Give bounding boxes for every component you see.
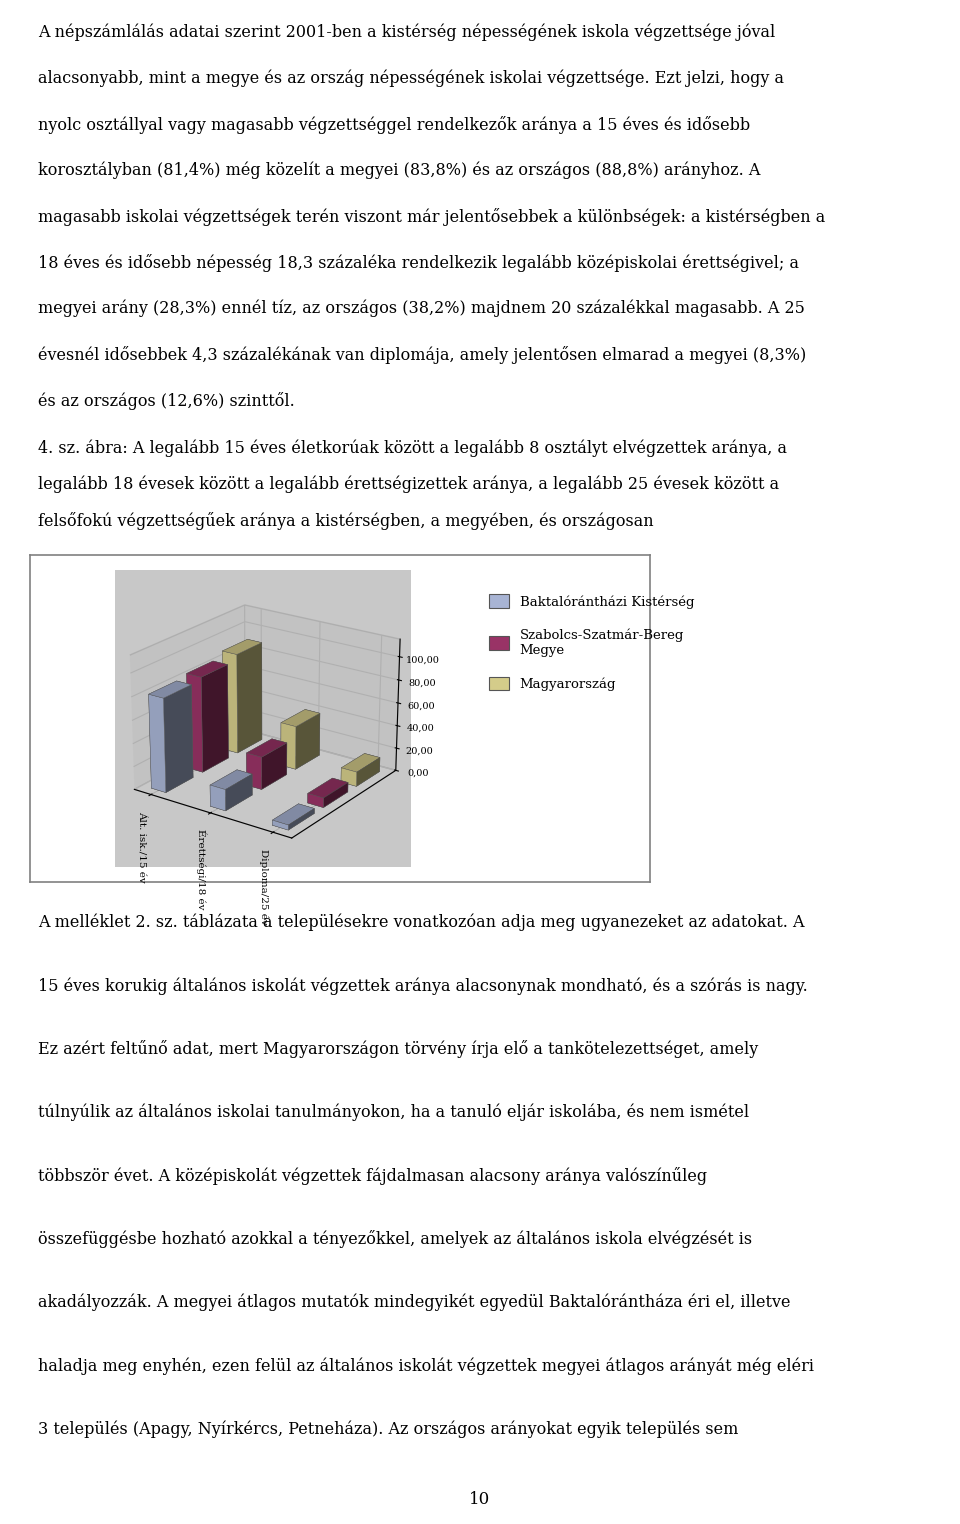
Text: magasabb iskolai végzettségek terén viszont már jelentősebbek a különbségek: a k: magasabb iskolai végzettségek terén visz… xyxy=(38,207,826,226)
Text: túlnyúlik az általános iskolai tanulmányokon, ha a tanuló eljár iskolába, és nem: túlnyúlik az általános iskolai tanulmány… xyxy=(38,1103,750,1122)
Text: 3 település (Apagy, Nyírkércs, Petneháza). Az országos arányokat egyik település: 3 település (Apagy, Nyírkércs, Petneháza… xyxy=(38,1420,739,1437)
Text: 18 éves és idősebb népesség 18,3 százaléka rendelkezik legalább középiskolai ére: 18 éves és idősebb népesség 18,3 százalé… xyxy=(38,255,800,271)
Text: és az országos (12,6%) szinttől.: és az országos (12,6%) szinttől. xyxy=(38,392,295,410)
Text: felsőfokú végzettségűek aránya a kistérségben, a megyében, és országosan: felsőfokú végzettségűek aránya a kistérs… xyxy=(38,512,654,530)
Text: alacsonyabb, mint a megye és az ország népességének iskolai végzettsége. Ezt jel: alacsonyabb, mint a megye és az ország n… xyxy=(38,70,784,87)
Text: akadályozzák. A megyei átlagos mutatók mindegyikét egyedül Baktalórántháza éri e: akadályozzák. A megyei átlagos mutatók m… xyxy=(38,1294,791,1311)
Text: A melléklet 2. sz. táblázata a településekre vonatkozóan adja meg ugyanezeket az: A melléklet 2. sz. táblázata a település… xyxy=(38,914,804,931)
Text: haladja meg enyhén, ezen felül az általános iskolát végzettek megyei átlagos ará: haladja meg enyhén, ezen felül az általá… xyxy=(38,1356,814,1375)
Text: korosztályban (81,4%) még közelít a megyei (83,8%) és az országos (88,8%) arányh: korosztályban (81,4%) még közelít a megy… xyxy=(38,162,760,180)
Text: többször évet. A középiskolát végzettek fájdalmasan alacsony aránya valószínűleg: többször évet. A középiskolát végzettek … xyxy=(38,1167,708,1186)
Text: évesnél idősebbek 4,3 százalékának van diplomája, amely jelentősen elmarad a meg: évesnél idősebbek 4,3 százalékának van d… xyxy=(38,346,806,364)
Text: 10: 10 xyxy=(469,1490,491,1507)
Legend: Baktalórántházi Kistérség, Szabolcs-Szatmár-Bereg
Megye, Magyarország: Baktalórántházi Kistérség, Szabolcs-Szat… xyxy=(490,594,694,690)
Text: megyei arány (28,3%) ennél tíz, az országos (38,2%) majdnem 20 százalékkal magas: megyei arány (28,3%) ennél tíz, az orszá… xyxy=(38,300,805,317)
Text: 15 éves korukig általános iskolát végzettek aránya alacsonynak mondható, és a sz: 15 éves korukig általános iskolát végzet… xyxy=(38,977,808,995)
Text: összefüggésbe hozható azokkal a tényezőkkel, amelyek az általános iskola elvégzé: összefüggésbe hozható azokkal a tényezők… xyxy=(38,1230,753,1248)
Text: nyolc osztállyal vagy magasabb végzettséggel rendelkezők aránya a 15 éves és idő: nyolc osztállyal vagy magasabb végzettsé… xyxy=(38,116,751,134)
Text: legalább 18 évesek között a legalább érettségizettek aránya, a legalább 25 évese: legalább 18 évesek között a legalább ére… xyxy=(38,475,780,494)
Text: 4. sz. ábra: A legalább 15 éves életkorúak között a legalább 8 osztályt elvégzet: 4. sz. ábra: A legalább 15 éves életkorú… xyxy=(38,439,787,457)
Text: Ez azért feltűnő adat, mert Magyarországon törvény írja elő a tankötelezettséget: Ez azért feltűnő adat, mert Magyarország… xyxy=(38,1041,758,1058)
Text: A népszámlálás adatai szerint 2001-ben a kistérség népességének iskola végzettsé: A népszámlálás adatai szerint 2001-ben a… xyxy=(38,23,776,41)
